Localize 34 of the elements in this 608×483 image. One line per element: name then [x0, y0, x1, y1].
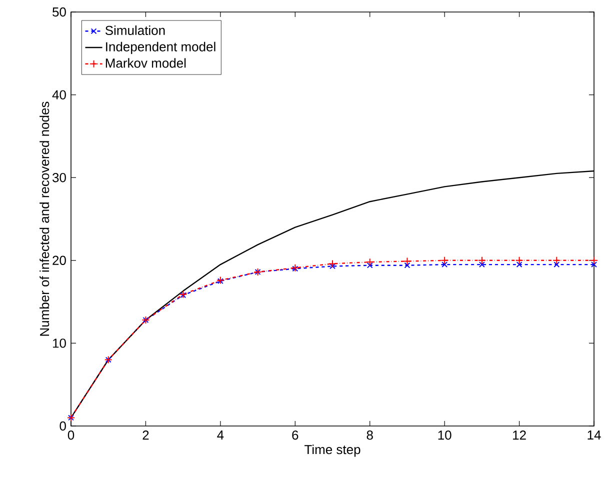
point: [440, 256, 449, 264]
x-tick-label: 6: [292, 430, 298, 440]
y-tick-label: 50: [52, 7, 66, 17]
point: [404, 262, 410, 268]
x-tick-label: 12: [513, 430, 526, 440]
x-tick-label: 4: [217, 430, 224, 440]
point: [591, 262, 597, 268]
legend-label: Independent model: [106, 42, 216, 54]
x-tick-label: 14: [588, 430, 601, 440]
y-tick-label: 10: [52, 338, 66, 348]
point: [442, 262, 448, 268]
point: [478, 262, 485, 268]
y-axis-title: Number of infected and recovered nodes: [40, 102, 50, 336]
point: [330, 263, 336, 270]
y-tick-label: 30: [52, 172, 66, 182]
point: [590, 256, 598, 264]
x-tick-label: 10: [438, 430, 452, 440]
point: [552, 256, 561, 264]
point: [515, 256, 524, 264]
point: [328, 260, 336, 268]
x-tick-label: 0: [68, 430, 74, 440]
y-tick-label: 0: [60, 421, 66, 431]
legend-label: Simulation: [105, 25, 165, 36]
point: [516, 262, 522, 268]
point: [554, 262, 560, 268]
x-tick-label: 8: [366, 430, 373, 440]
y-tick-label: 20: [52, 256, 66, 265]
legend-label: Markov model: [106, 58, 186, 68]
point: [478, 256, 486, 264]
y-tick-label: 40: [52, 90, 66, 100]
x-axis-title: Time step: [304, 444, 360, 457]
point: [403, 257, 412, 266]
point: [366, 262, 373, 268]
x-tick-label: 2: [142, 430, 149, 440]
